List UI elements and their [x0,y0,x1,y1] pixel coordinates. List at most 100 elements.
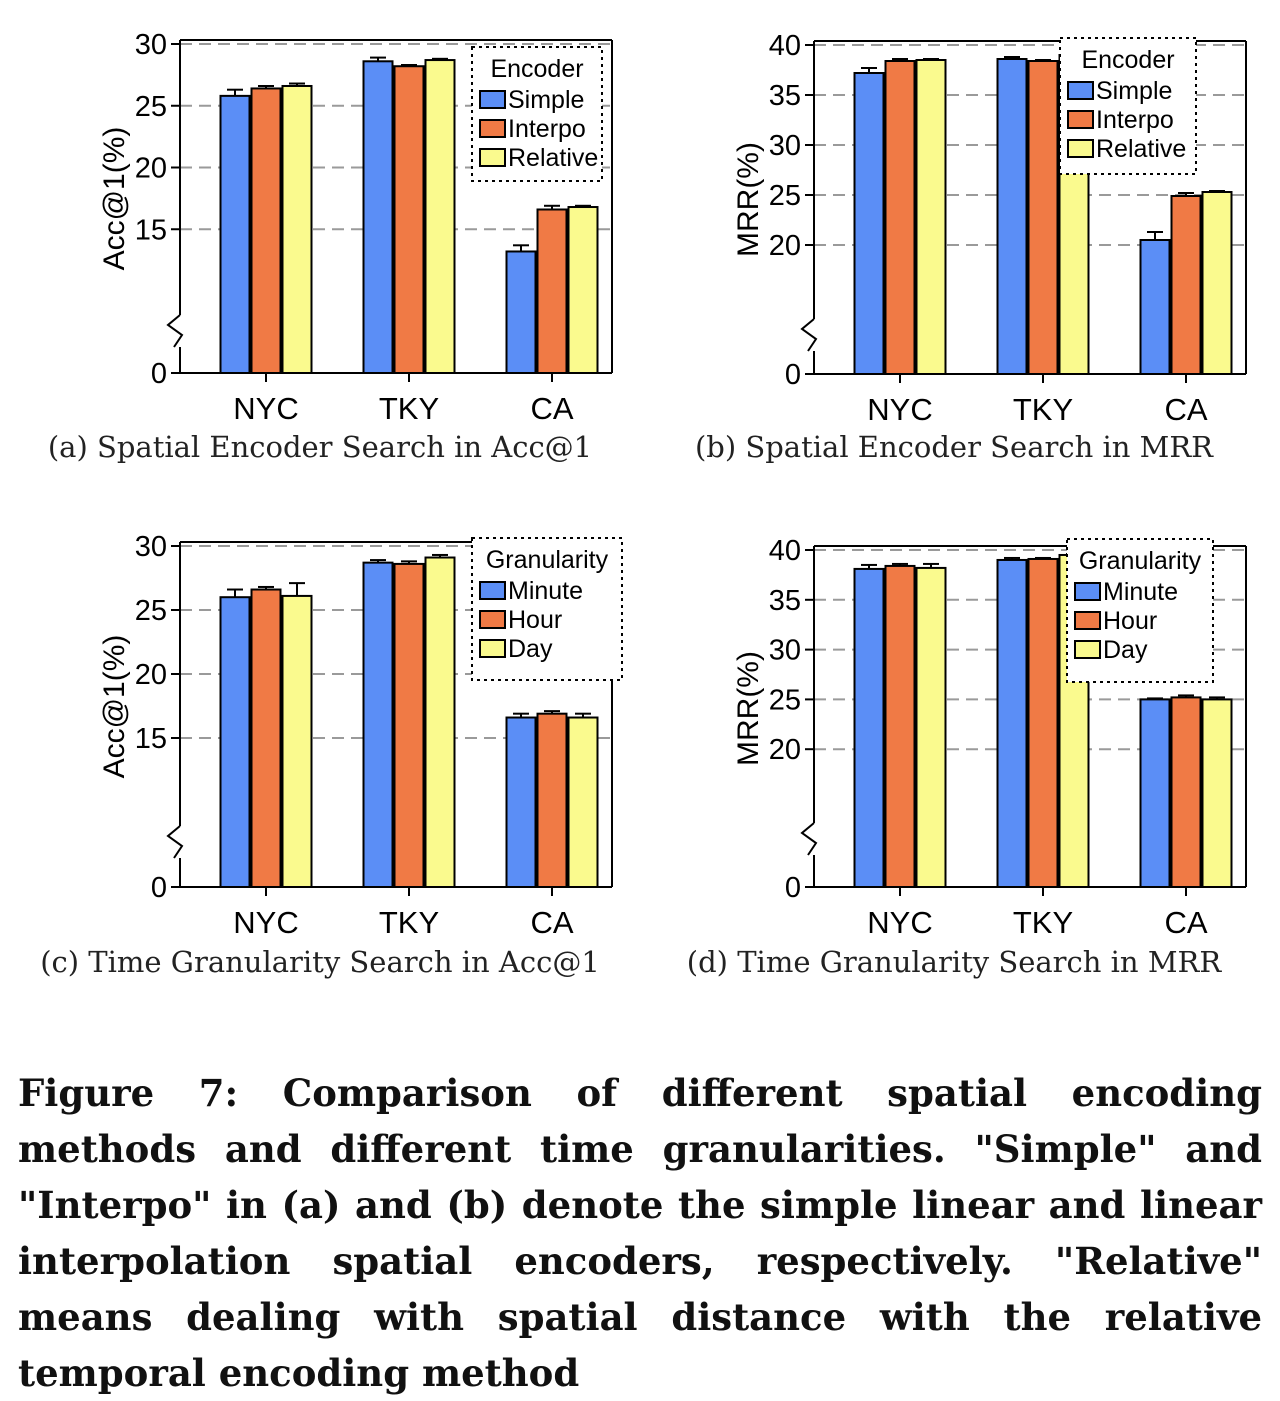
x-tick-label: TKY [1013,905,1073,940]
y-tick-label: 0 [785,359,801,391]
y-tick-label: 25 [769,684,801,716]
legend-label: Simple [1096,77,1172,105]
x-tick-label: NYC [867,392,932,427]
bar-hour-ca [1170,696,1202,888]
y-tick-label: 30 [769,635,801,667]
chart-c: 0 15 20 25 30 NYC TKY CA Acc@1(%) Granularity Minu… [0,505,640,1025]
y-tick-label: 35 [769,585,801,617]
x-tick-label: CA [530,391,573,426]
y-tick-label: 25 [135,91,167,123]
legend-swatch [1067,81,1094,100]
legend-label: Day [508,635,553,663]
bar-minute-ca [505,716,537,888]
chart-a-plot: 0 15 20 25 30 NYC TKY CA Acc@1(%) Encoder SimpleIn… [98,29,613,426]
legend-label: Hour [1103,607,1157,635]
y-tick-label: 20 [769,230,801,262]
legend-swatch [479,610,506,629]
chart-b: 0 20 25 30 35 40 NYC TKY CA MRR(%) Encoder Simple In… [634,0,1274,520]
legend-swatch [1074,611,1101,630]
bar-simple-ca [505,250,537,374]
bar-interpo-nyc [250,87,282,375]
legend-label: Interpo [508,115,586,143]
bar-simple-nyc [853,72,885,375]
bar-minute-ca [1139,698,1171,888]
y-tick-label: 25 [769,180,801,212]
legend-swatch [479,639,506,658]
chart-c-caption: (c) Time Granularity Search in Acc@1 [40,945,600,979]
y-tick-label: 30 [769,130,801,162]
legend-title: Granularity [486,546,609,574]
legend-label: Relative [508,144,598,172]
axis-break [800,318,818,352]
bar-relative-ca [567,206,599,374]
chart-b-plot: 0 20 25 30 35 40 NYC TKY CA MRR(%) Encoder SimpleIn… [732,30,1247,427]
legend-label: Hour [508,606,562,634]
bar-hour-tky [393,562,425,888]
bar-interpo-tky [393,65,425,374]
legend-label: Day [1103,636,1148,664]
bar-hour-nyc [250,588,282,889]
chart-a: 0 15 20 25 30 NYC TKY CA Acc@1(%) Encoder Simple In… [0,0,640,520]
bar-minute-nyc [219,596,251,888]
bar-minute-tky [362,561,394,888]
bar-day-nyc [281,594,313,888]
chart-d-caption: (d) Time Granularity Search in MRR [686,945,1222,979]
axis-break [800,822,818,856]
legend-box [471,537,623,681]
figure-caption: Figure 7: Comparison of different spatia… [18,1071,1262,1395]
bar-day-ca [1201,698,1233,888]
chart-c-plot: 0 15 20 25 30 NYC TKY CA Acc@1(%) Granularity Minu… [98,531,623,940]
bar-hour-tky [1027,557,1059,889]
bar-simple-tky [362,60,394,374]
y-tick-label: 20 [769,734,801,766]
legend-swatch [479,90,506,109]
axis-break [166,825,184,859]
legend-title: Encoder [490,55,583,83]
bar-day-tky [424,556,456,889]
bar-interpo-nyc [884,60,916,375]
legend-swatch [1067,139,1094,158]
y-axis-label: MRR(%) [732,651,765,766]
chart-b-caption: (b) Spatial Encoder Search in MRR [694,430,1214,464]
bar-relative-nyc [281,84,313,375]
bar-simple-ca [1139,239,1171,375]
y-tick-label: 40 [769,535,801,567]
legend-label: Simple [508,86,584,114]
y-tick-label: 30 [135,531,167,563]
legend-title: Granularity [1079,547,1202,575]
x-tick-label: TKY [379,391,439,426]
y-tick-label: 15 [135,723,167,755]
bar-interpo-ca [536,208,568,374]
bar-simple-nyc [219,94,251,375]
bar-relative-tky [424,59,456,375]
y-tick-label: 20 [135,153,167,185]
legend-swatch [1074,582,1101,601]
legend-swatch [479,148,506,167]
chart-d: 0 20 25 30 35 40 NYC TKY CA MRR(%) Granularity Minu… [634,505,1274,1025]
legend-title: Encoder [1081,46,1174,74]
legend-swatch [1067,110,1094,129]
bar-relative-ca [1201,191,1233,375]
legend-label: Minute [1103,578,1178,606]
chart-a-caption: (a) Spatial Encoder Search in Acc@1 [47,430,593,464]
y-tick-label: 25 [135,595,167,627]
y-tick-label: 0 [151,358,167,390]
bar-minute-tky [996,558,1028,889]
y-tick-label: 20 [135,659,167,691]
x-tick-label: NYC [867,905,932,940]
x-tick-label: CA [1164,392,1207,427]
y-tick-label: 15 [135,214,167,246]
bar-interpo-ca [1170,195,1202,375]
legend-swatch [479,119,506,138]
y-tick-label: 0 [151,872,167,904]
y-axis-label: Acc@1(%) [98,635,131,779]
axis-break [166,314,184,348]
x-tick-label: CA [530,905,573,940]
x-tick-label: NYC [233,391,298,426]
x-tick-label: CA [1164,905,1207,940]
y-axis-label: Acc@1(%) [98,127,131,271]
y-tick-label: 35 [769,80,801,112]
bar-minute-nyc [853,567,885,888]
bar-relative-nyc [915,59,947,375]
bar-simple-tky [996,58,1028,375]
